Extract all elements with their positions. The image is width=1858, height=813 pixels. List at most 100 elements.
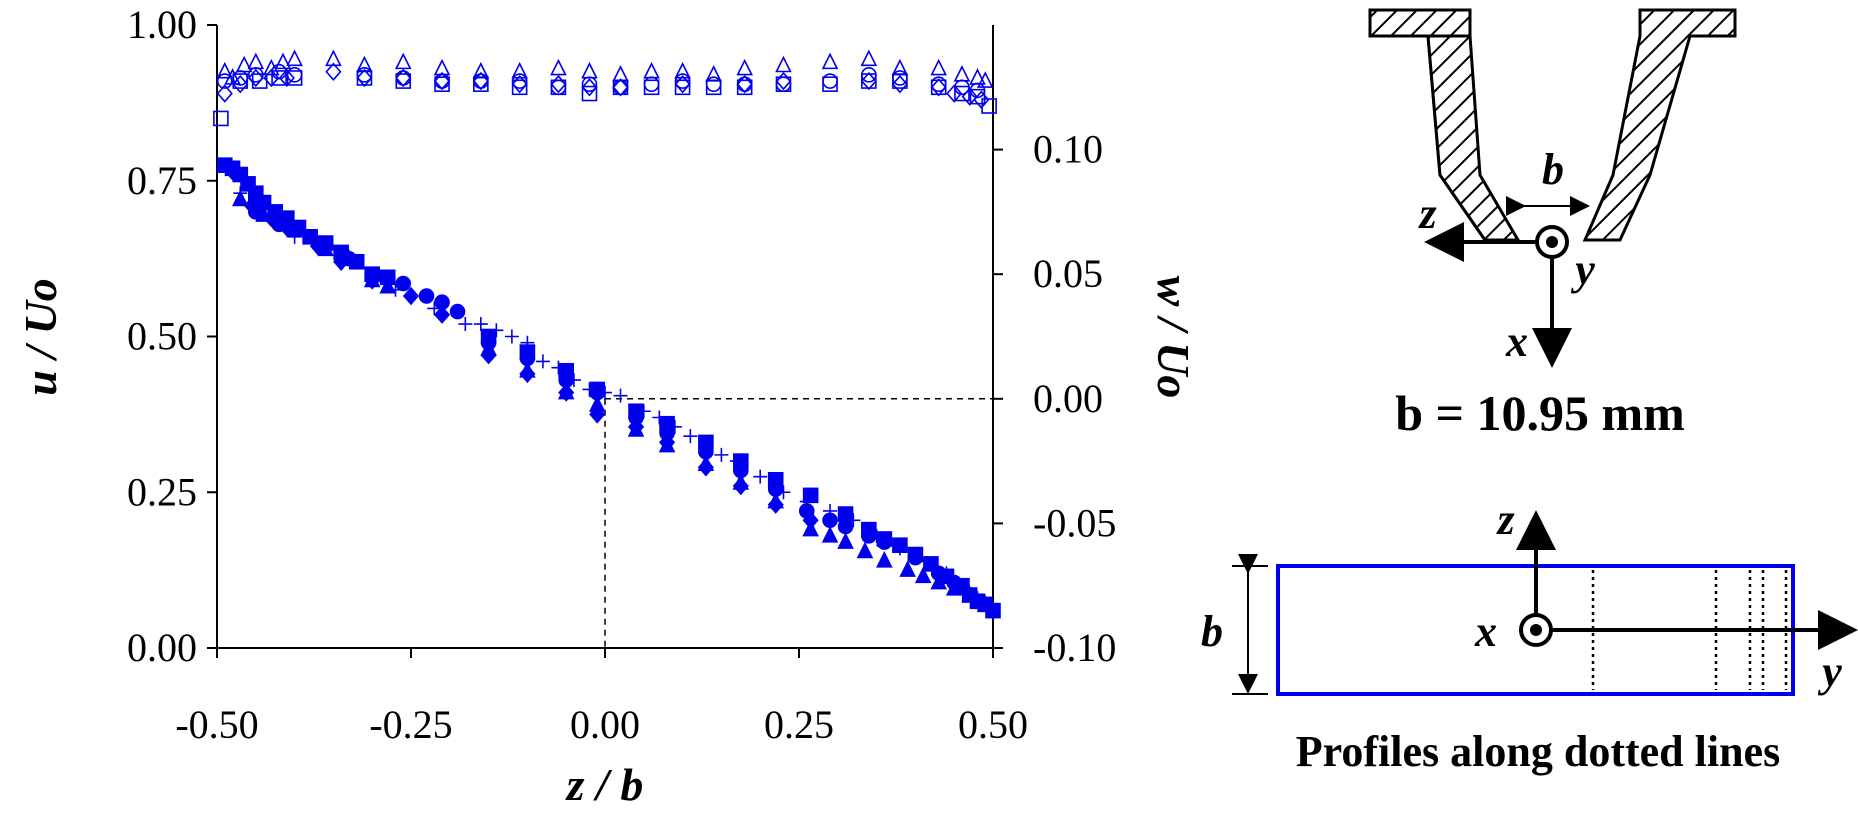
data-point (511, 74, 528, 94)
data-point (511, 61, 528, 79)
data-point (581, 61, 598, 79)
data-point (945, 579, 963, 596)
data-point (776, 485, 791, 500)
nozzle-right-wall (1582, 8, 1737, 242)
data-point (433, 305, 451, 324)
data-point (652, 410, 667, 425)
data-point (954, 85, 970, 102)
x-tick-label: -0.50 (175, 702, 258, 747)
data-point (581, 78, 598, 97)
data-point (674, 61, 691, 79)
data-point (243, 196, 260, 215)
data-point (891, 74, 908, 94)
data-point (309, 236, 326, 256)
data-point (674, 79, 691, 96)
data-point (232, 74, 249, 94)
data-point (930, 58, 947, 76)
data-point (286, 67, 303, 83)
profile-dotted-lines (1591, 570, 1788, 690)
data-point (235, 55, 253, 73)
series-plus (233, 186, 985, 606)
data-point (581, 76, 598, 92)
data-point (263, 208, 280, 228)
data-point (973, 90, 990, 109)
data-point (613, 388, 628, 403)
data-point (846, 513, 861, 528)
data-point (480, 345, 497, 365)
data-point (394, 52, 412, 70)
left-y-tick-label: 0.25 (127, 469, 197, 514)
data-point (736, 76, 753, 92)
data-point (395, 275, 412, 292)
data-point (224, 162, 241, 181)
data-point (472, 71, 489, 91)
left-y-tick-label: 0.00 (127, 625, 197, 670)
data-point (402, 286, 420, 306)
data-point (636, 404, 651, 419)
data-point (233, 186, 248, 201)
data-point (511, 79, 528, 96)
right-y-tick-label: 0.05 (1033, 251, 1103, 296)
data-point (388, 282, 403, 297)
data-point (247, 68, 264, 88)
data-point (802, 511, 819, 530)
data-point (395, 73, 412, 89)
data-point (643, 79, 660, 96)
data-point (822, 73, 838, 89)
velocity-profile-chart: 0.00 0.25 0.50 0.75 1.00 -0.10 -0.05 0.00 0.05 0… (15, 2, 1199, 810)
data-point (263, 68, 280, 88)
data-point (714, 447, 729, 462)
data-point (278, 218, 295, 237)
data-point (473, 317, 488, 332)
data-point (683, 429, 698, 444)
series-open-diamond (216, 62, 990, 109)
data-point (598, 385, 612, 400)
data-point (286, 70, 303, 86)
right-y-tick-label: 0.10 (1033, 127, 1103, 172)
left-y-tick-label: 0.75 (127, 158, 197, 203)
data-point (271, 70, 287, 86)
data-point (520, 335, 535, 350)
data-point (473, 73, 489, 89)
left-y-tick-label: 0.50 (127, 314, 197, 359)
data-point (914, 566, 932, 584)
data-point (939, 566, 954, 581)
series-open-square (213, 70, 997, 127)
nozzle-diagram: b z x y b = 10.95 mm (1368, 8, 1737, 441)
right-y-axis: -0.10 -0.05 0.00 0.05 0.10 (993, 127, 1116, 670)
data-point (334, 254, 349, 269)
x-tick-label: 0.25 (764, 702, 834, 747)
section-x-axis-label: x (1474, 607, 1497, 656)
data-point (732, 476, 749, 496)
data-point (970, 591, 985, 606)
data-point (325, 62, 342, 81)
data-point (823, 503, 838, 518)
data-point (213, 110, 229, 127)
data-point (558, 383, 575, 402)
data-point (775, 76, 792, 92)
section-z-axis-label: z (1495, 495, 1514, 544)
data-point (860, 71, 877, 91)
data-point (837, 532, 854, 549)
data-point (504, 329, 519, 344)
data-point (550, 74, 567, 94)
data-point (581, 85, 598, 102)
series-open-triangle (216, 49, 994, 88)
data-point (433, 71, 451, 91)
data-point (395, 68, 412, 88)
data-point (736, 79, 753, 96)
left-y-tick-label: 1.00 (127, 2, 197, 47)
data-point (612, 79, 629, 96)
data-point (286, 49, 303, 67)
right-y-tick-label: -0.10 (1033, 625, 1116, 670)
data-point (612, 78, 629, 97)
data-point (458, 317, 473, 332)
data-point (892, 541, 907, 556)
data-point (434, 73, 450, 89)
data-point (767, 495, 784, 514)
section-x-axis-dot (1530, 624, 1542, 636)
data-point (892, 73, 908, 89)
data-point (551, 360, 566, 375)
data-point (930, 572, 947, 590)
data-point (274, 52, 292, 70)
